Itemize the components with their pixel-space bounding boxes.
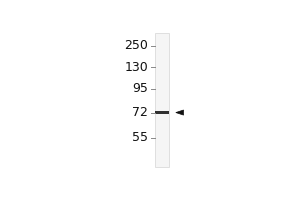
Text: 130: 130 bbox=[124, 61, 148, 74]
Text: 95: 95 bbox=[132, 82, 148, 95]
Polygon shape bbox=[176, 110, 184, 115]
Bar bbox=[155, 111, 169, 114]
Bar bbox=[155, 33, 169, 167]
Text: 72: 72 bbox=[132, 106, 148, 119]
Text: 55: 55 bbox=[132, 131, 148, 144]
Text: 250: 250 bbox=[124, 39, 148, 52]
